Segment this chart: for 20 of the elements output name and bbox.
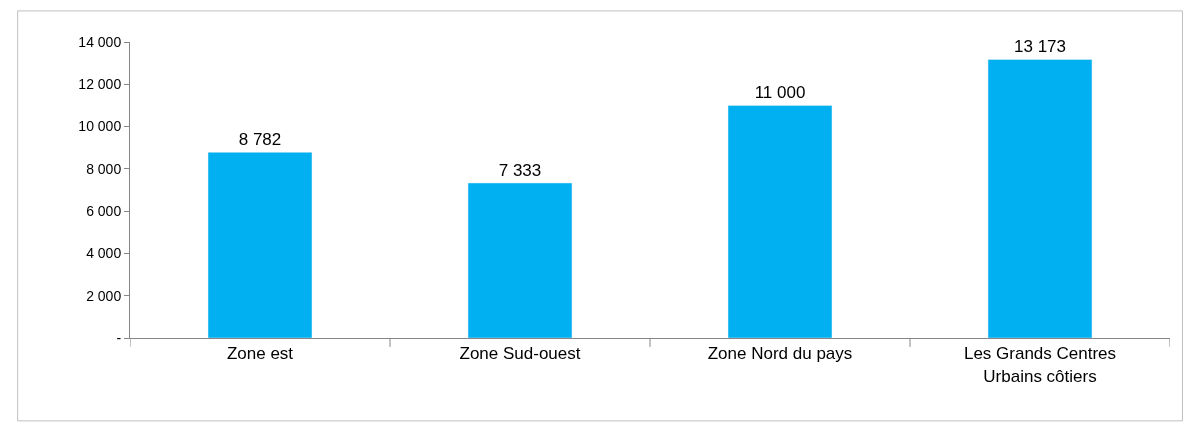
bar — [987, 59, 1093, 338]
y-tick-label: 2 000 — [86, 287, 122, 304]
y-tick-label: 10 000 — [78, 118, 122, 135]
y-tick-label: 8 000 — [86, 160, 122, 177]
x-tick-label: Les Grands Centres Urbains côtiers — [963, 344, 1117, 386]
y-tick-label: 14 000 — [78, 33, 122, 50]
data-label: 11 000 — [754, 83, 806, 103]
x-tick-label: Zone Sud-ouest — [459, 344, 581, 364]
y-tick-label: 12 000 — [78, 76, 122, 93]
bar — [207, 152, 313, 338]
bar — [727, 105, 833, 338]
x-tick-label: Zone Nord du pays — [707, 344, 853, 364]
bar — [467, 182, 573, 338]
x-tick-label: Zone est — [226, 344, 294, 364]
y-tick-label: - — [116, 329, 122, 346]
y-tick-label: 4 000 — [86, 245, 122, 262]
data-label: 13 173 — [1014, 37, 1066, 57]
data-label: 7 333 — [498, 160, 542, 180]
data-label: 8 782 — [238, 130, 282, 150]
y-tick-label: 6 000 — [86, 203, 122, 220]
